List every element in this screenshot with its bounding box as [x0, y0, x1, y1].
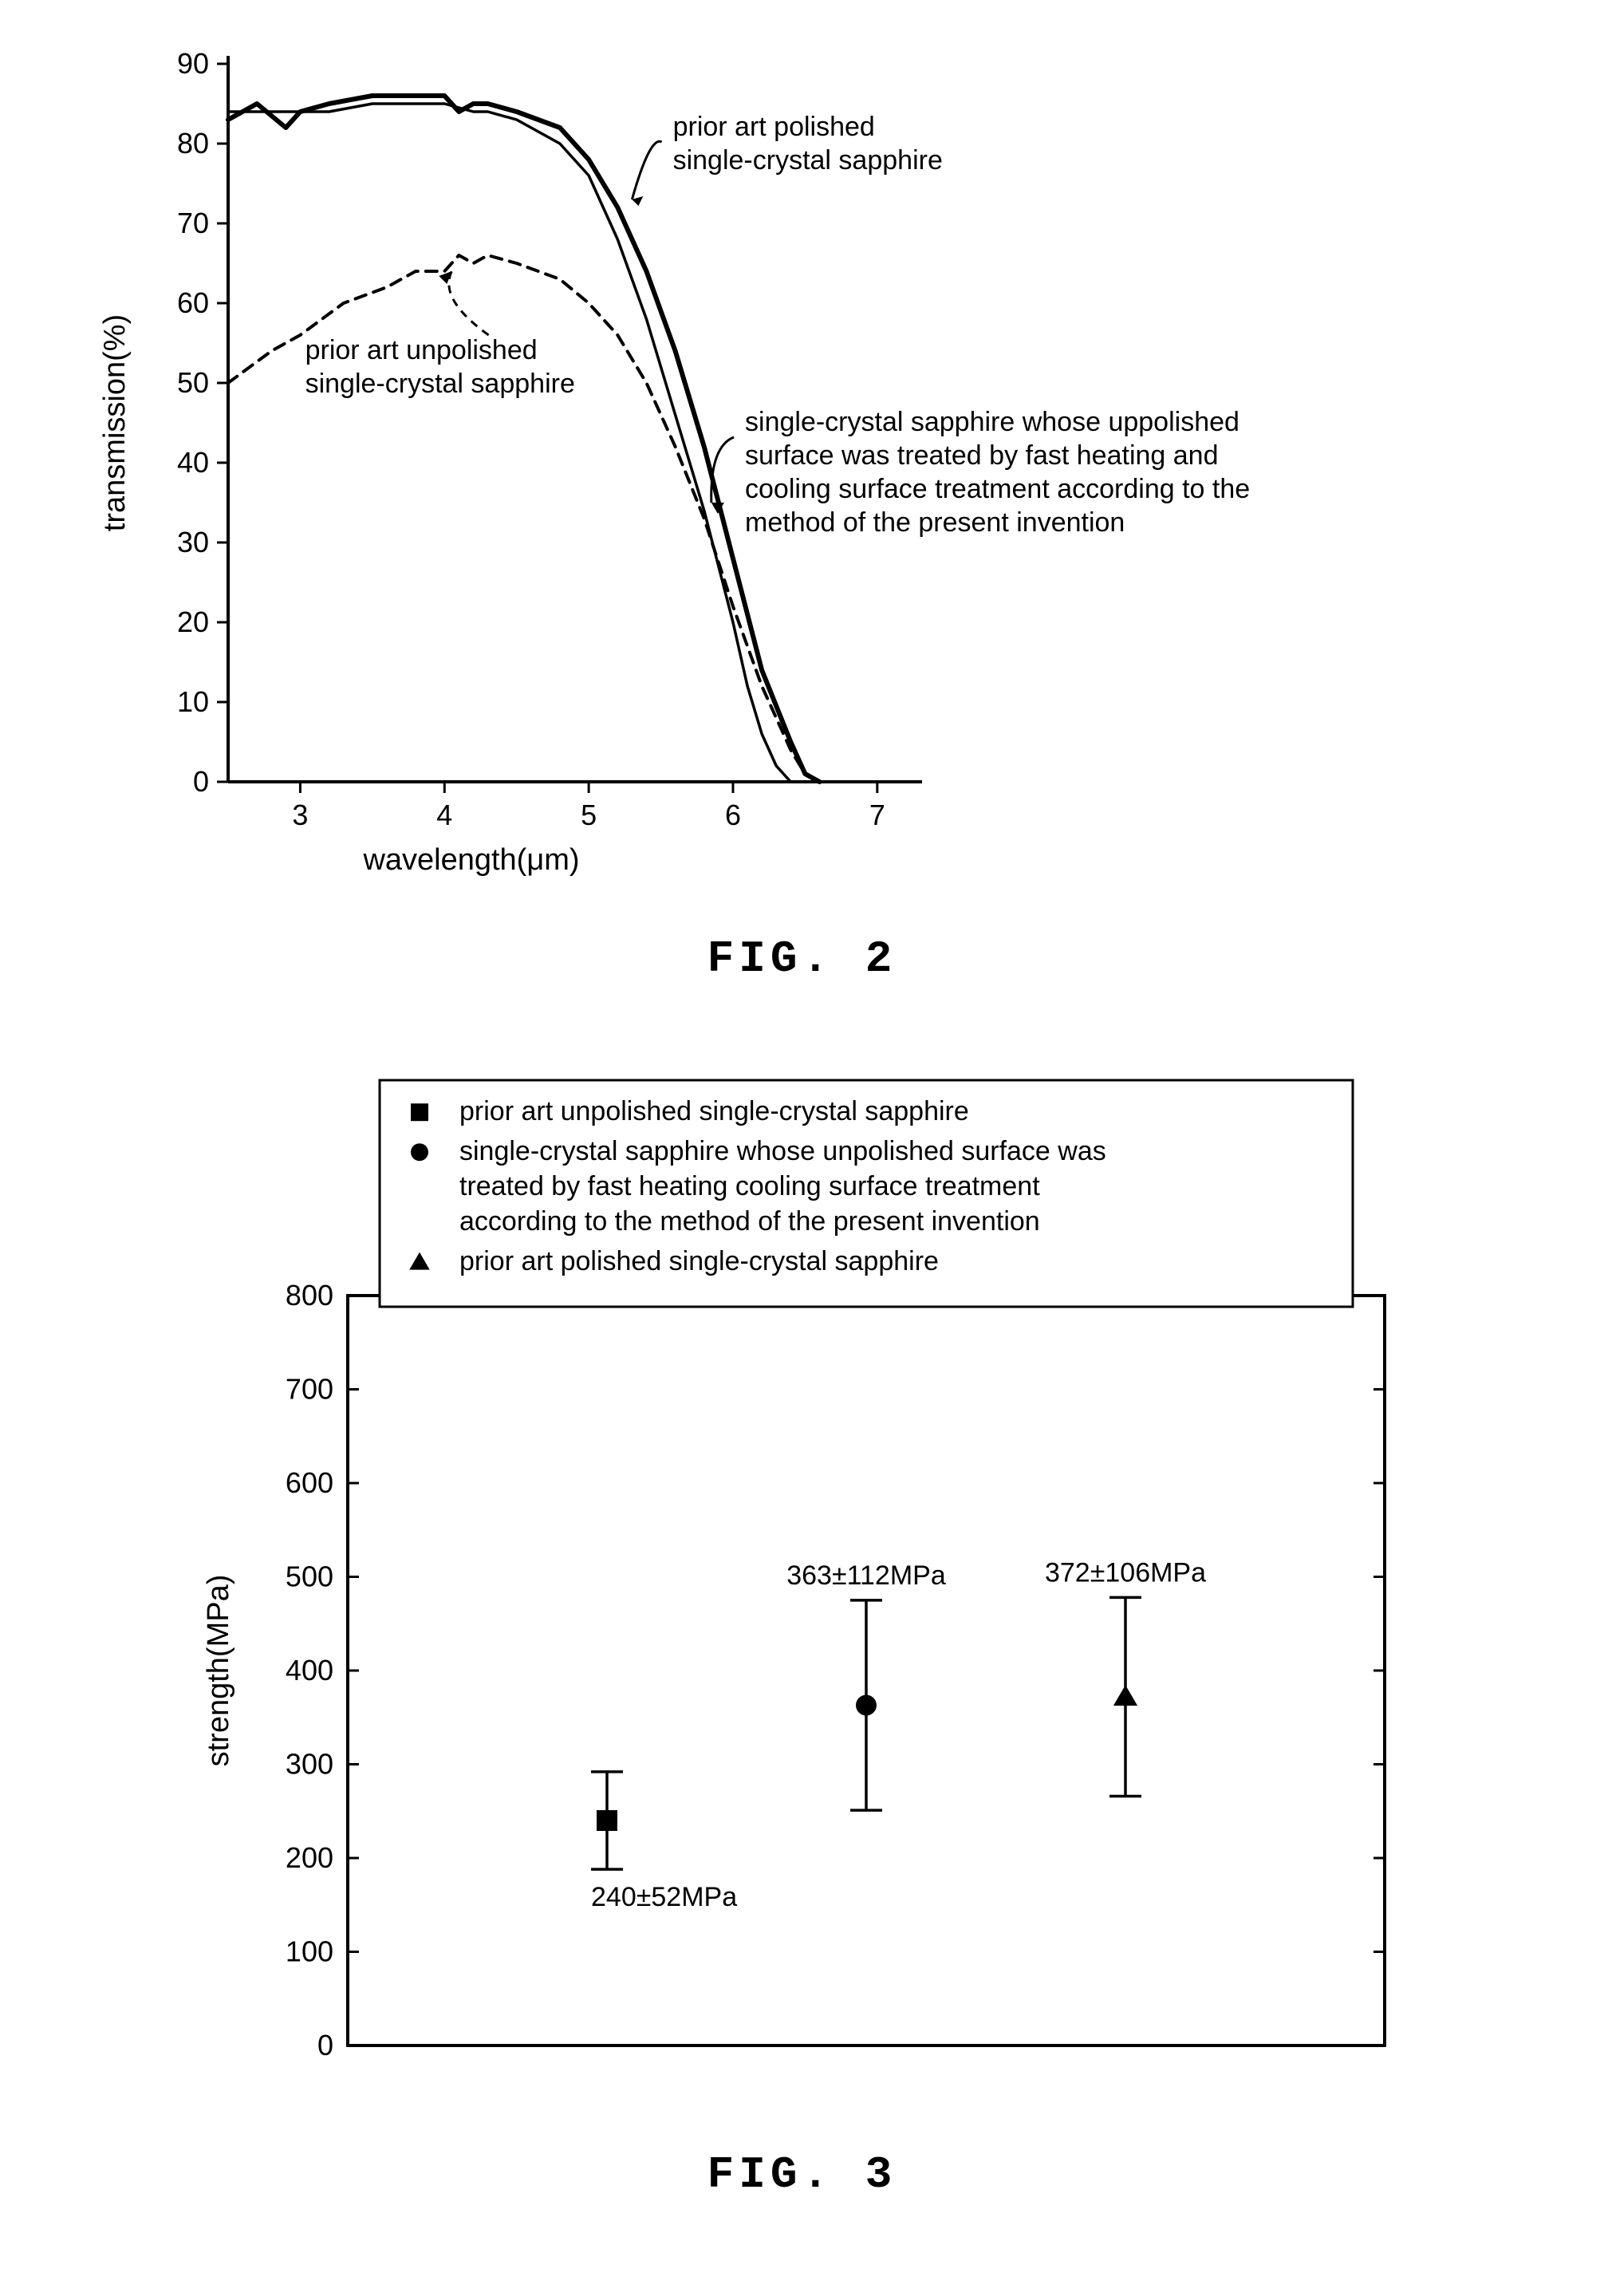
svg-text:single-crystal sapphire: single-crystal sapphire	[672, 145, 942, 176]
svg-text:transmission(%): transmission(%)	[98, 314, 132, 531]
svg-text:30: 30	[176, 526, 208, 558]
svg-text:600: 600	[285, 1466, 333, 1499]
svg-text:according to the method of the: according to the method of the present i…	[459, 1206, 1040, 1237]
svg-text:single-crystal sapphire whose: single-crystal sapphire whose uppolished	[745, 407, 1239, 437]
svg-text:40: 40	[176, 446, 208, 479]
svg-text:cooling surface treatment acco: cooling surface treatment according to t…	[745, 474, 1250, 504]
fig2-label: FIG. 2	[707, 933, 897, 984]
figure-2: 0 10 20 30 40 50 60 70 80 90 3 4 5 6 7 wavelength(μm) tr…	[32, 32, 1572, 984]
svg-text:80: 80	[176, 127, 208, 160]
svg-text:prior art unpolished single-cr: prior art unpolished single-crystal sapp…	[459, 1096, 969, 1126]
svg-text:prior art polished single-crys: prior art polished single-crystal sapphi…	[459, 1246, 939, 1276]
svg-text:500: 500	[285, 1560, 333, 1593]
svg-text:372±106MPa: 372±106MPa	[1044, 1557, 1205, 1588]
svg-text:20: 20	[176, 606, 208, 638]
svg-text:wavelength(μm): wavelength(μm)	[362, 843, 579, 877]
svg-text:single-crystal sapphire: single-crystal sapphire	[305, 369, 574, 399]
svg-text:4: 4	[436, 799, 452, 831]
svg-text:800: 800	[285, 1279, 333, 1312]
svg-text:3: 3	[292, 799, 308, 831]
svg-text:100: 100	[285, 1935, 333, 1968]
svg-text:200: 200	[285, 1841, 333, 1874]
svg-text:0: 0	[192, 765, 208, 798]
figure-3: 0 100 200 300 400 500 600 700 800 strength(MPa) pr…	[32, 1048, 1572, 2200]
svg-text:90: 90	[176, 47, 208, 80]
svg-text:363±112MPa: 363±112MPa	[786, 1560, 946, 1591]
svg-text:treated by fast heating coolin: treated by fast heating cooling surface …	[459, 1171, 1040, 1201]
svg-text:7: 7	[869, 799, 885, 831]
svg-text:method of the present inventio: method of the present invention	[745, 507, 1125, 538]
svg-text:60: 60	[176, 286, 208, 319]
svg-text:6: 6	[724, 799, 740, 831]
fig3-label: FIG. 3	[707, 2149, 897, 2200]
svg-text:surface was treated by fast he: surface was treated by fast heating and	[745, 440, 1218, 471]
svg-text:240±52MPa: 240±52MPa	[591, 1882, 737, 1912]
fig3-chart: 0 100 200 300 400 500 600 700 800 strength(MPa) pr…	[124, 1048, 1480, 2125]
fig2-chart: 0 10 20 30 40 50 60 70 80 90 3 4 5 6 7 wavelength(μm) tr…	[45, 32, 1560, 909]
svg-text:strength(MPa): strength(MPa)	[202, 1575, 235, 1767]
svg-text:70: 70	[176, 207, 208, 239]
svg-text:50: 50	[176, 366, 208, 399]
svg-text:single-crystal sapphire whose: single-crystal sapphire whose unpolished…	[459, 1136, 1106, 1166]
svg-text:0: 0	[317, 2029, 333, 2061]
svg-text:prior art polished: prior art polished	[672, 112, 874, 142]
svg-text:400: 400	[285, 1654, 333, 1686]
svg-text:5: 5	[581, 799, 597, 831]
svg-text:10: 10	[176, 685, 208, 718]
svg-text:300: 300	[285, 1748, 333, 1781]
svg-text:prior art unpolished: prior art unpolished	[305, 335, 537, 365]
svg-text:700: 700	[285, 1373, 333, 1406]
